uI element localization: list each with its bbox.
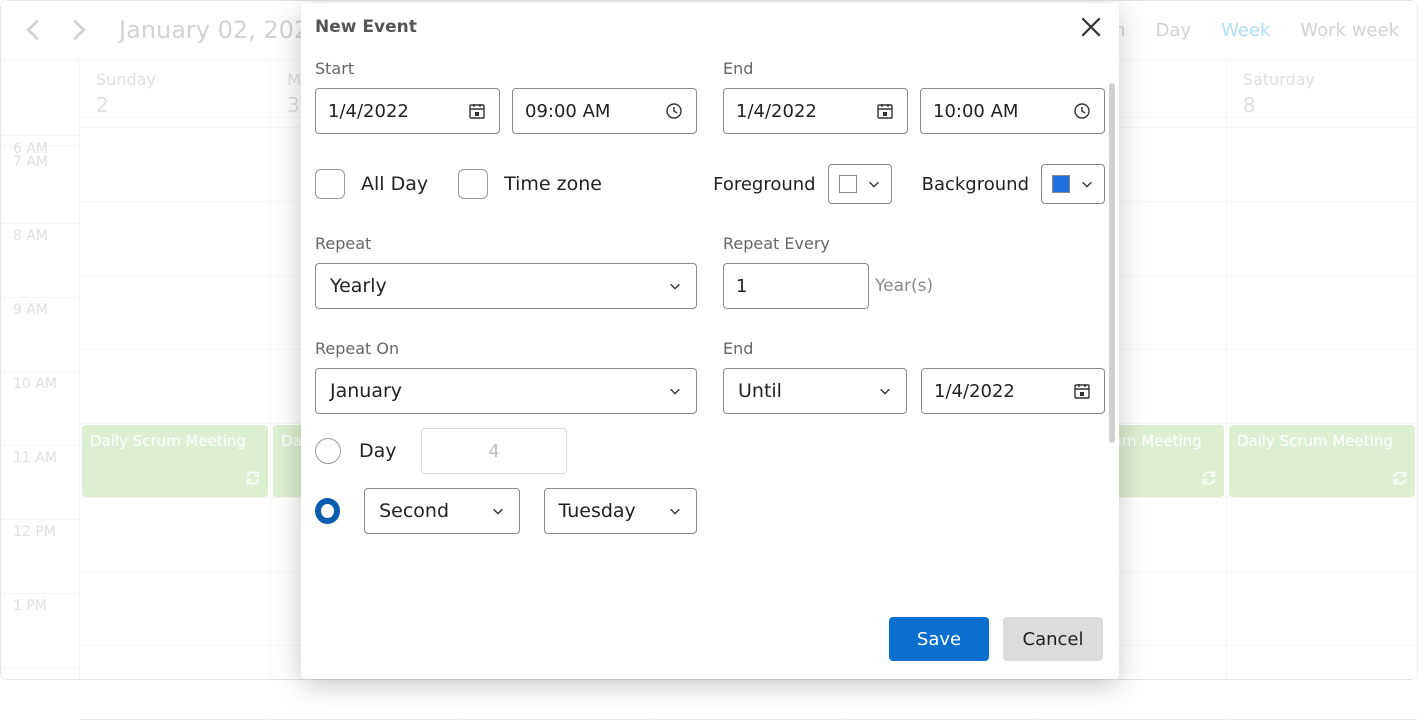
start-time-value: 09:00 AM [525, 101, 610, 122]
chevron-down-icon [867, 177, 881, 191]
end-date-input[interactable]: 1/4/2022 [723, 88, 908, 134]
save-button[interactable]: Save [889, 617, 989, 661]
weekday-value: Tuesday [559, 500, 636, 522]
chevron-down-icon [668, 384, 682, 398]
new-event-dialog: New Event Start 1/4/2022 09:00 AM [301, 3, 1119, 679]
calendar-icon [467, 101, 487, 121]
background-color-picker[interactable] [1041, 164, 1105, 204]
timezone-label: Time zone [504, 173, 602, 195]
end-date-value: 1/4/2022 [736, 101, 817, 122]
start-date-value: 1/4/2022 [328, 101, 409, 122]
repeat-by-day-radio[interactable]: Day 4 [315, 428, 697, 474]
dialog-title: New Event [315, 17, 417, 37]
end-time-value: 10:00 AM [933, 101, 1018, 122]
repeat-label: Repeat [315, 234, 697, 253]
until-date-value: 1/4/2022 [934, 381, 1015, 402]
allday-checkbox[interactable]: All Day [315, 169, 428, 199]
start-date-input[interactable]: 1/4/2022 [315, 88, 500, 134]
ordinal-select[interactable]: Second [364, 488, 519, 534]
allday-label: All Day [361, 173, 428, 195]
chevron-down-icon [668, 279, 682, 293]
scrollbar[interactable] [1109, 83, 1115, 443]
radio-icon [315, 498, 340, 524]
chevron-down-icon [491, 504, 505, 518]
day-number-value: 4 [488, 441, 499, 462]
calendar-icon [875, 101, 895, 121]
clock-icon [664, 101, 684, 121]
repeat-by-ordinal-radio[interactable]: Second Tuesday [315, 488, 697, 534]
start-time-input[interactable]: 09:00 AM [512, 88, 697, 134]
dialog-header: New Event [301, 3, 1119, 45]
end-mode-label: End [723, 339, 1105, 358]
chevron-down-icon [878, 384, 892, 398]
foreground-label: Foreground [713, 174, 816, 195]
chevron-down-icon [1080, 177, 1094, 191]
repeat-value: Yearly [330, 275, 387, 297]
repeat-every-label: Repeat Every [723, 234, 1105, 253]
clock-icon [1072, 101, 1092, 121]
repeat-month-value: January [330, 380, 402, 402]
repeat-select[interactable]: Yearly [315, 263, 697, 309]
foreground-swatch [839, 175, 857, 193]
end-mode-value: Until [738, 380, 782, 402]
calendar-icon [1072, 381, 1092, 401]
cancel-button[interactable]: Cancel [1003, 617, 1103, 661]
repeat-unit-label: Year(s) [875, 276, 933, 296]
end-time-input[interactable]: 10:00 AM [920, 88, 1105, 134]
end-mode-select[interactable]: Until [723, 368, 907, 414]
repeat-month-select[interactable]: January [315, 368, 697, 414]
dialog-footer: Save Cancel [301, 603, 1119, 679]
checkbox-icon [315, 169, 345, 199]
repeat-on-label: Repeat On [315, 339, 697, 358]
day-radio-label: Day [359, 440, 403, 462]
background-label: Background [922, 174, 1029, 195]
timezone-checkbox[interactable]: Time zone [458, 169, 602, 199]
weekday-select[interactable]: Tuesday [544, 488, 698, 534]
ordinal-value: Second [379, 500, 449, 522]
chevron-down-icon [668, 504, 682, 518]
checkbox-icon [458, 169, 488, 199]
dialog-body: Start 1/4/2022 09:00 AM [301, 45, 1119, 603]
end-label: End [723, 59, 1105, 78]
repeat-every-value: 1 [736, 276, 747, 297]
background-swatch [1052, 175, 1070, 193]
repeat-every-input[interactable]: 1 [723, 263, 869, 309]
radio-icon [315, 438, 341, 464]
foreground-color-picker[interactable] [828, 164, 892, 204]
close-button[interactable] [1077, 13, 1105, 41]
start-label: Start [315, 59, 697, 78]
day-number-field: 4 [421, 428, 567, 474]
until-date-input[interactable]: 1/4/2022 [921, 368, 1105, 414]
